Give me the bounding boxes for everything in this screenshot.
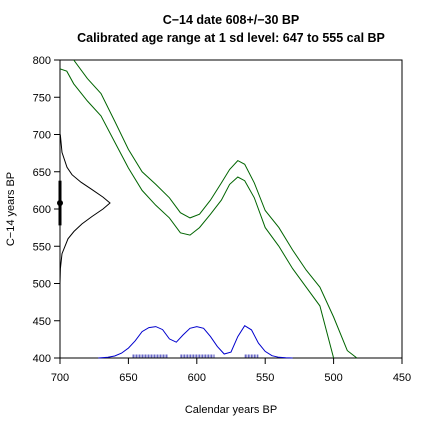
c14-mean-point — [57, 200, 63, 207]
y-tick-label: 650 — [33, 167, 51, 179]
y-axis-label: C−14 years BP — [5, 172, 17, 246]
y-tick-label: 800 — [33, 55, 51, 67]
y-tick-label: 550 — [33, 241, 51, 253]
chart-title: C−14 date 608+/−30 BP — [163, 13, 300, 27]
x-tick-label: 450 — [393, 372, 411, 384]
y-tick-label: 600 — [33, 204, 51, 216]
x-tick-label: 600 — [188, 372, 206, 384]
calibrated-probability-curve — [98, 325, 293, 359]
chart-subtitle: Calibrated age range at 1 sd level: 647 … — [77, 31, 385, 45]
x-tick-label: 700 — [51, 372, 69, 384]
y-tick-label: 750 — [33, 92, 51, 104]
c14-density-curve — [60, 134, 111, 284]
x-axis-label: Calendar years BP — [185, 404, 277, 416]
y-tick-label: 450 — [33, 316, 51, 328]
axis-ticks: 700 650 600 550 500 450 400 450 500 550 600 650 700 7… — [33, 55, 412, 384]
x-tick-label: 550 — [256, 372, 274, 384]
x-tick-label: 500 — [324, 372, 342, 384]
plot-frame — [59, 59, 403, 359]
y-tick-label: 500 — [33, 279, 51, 291]
calibration-lower-line — [60, 68, 335, 358]
y-tick-label: 400 — [33, 353, 51, 365]
calibration-upper-line — [72, 60, 358, 358]
chart-marks — [57, 60, 358, 359]
x-tick-label: 650 — [119, 372, 137, 384]
y-tick-label: 700 — [33, 130, 51, 142]
